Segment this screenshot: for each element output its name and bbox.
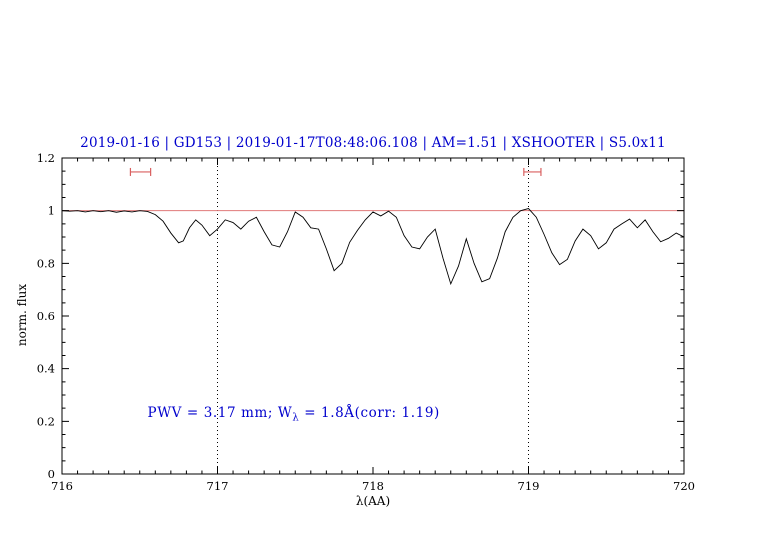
x-axis-label: λ(AA) [355,494,391,508]
major-ticks [61,157,685,475]
x-tick-label-719: 719 [518,479,540,493]
plot-title: 2019-01-16 | GD153 | 2019-01-17T08:48:06… [80,135,666,151]
y-tick-label-1.2: 1.2 [37,151,55,165]
pwv-annotation-lambda-subscript: λ [292,412,300,424]
pwv-annotation: PWV = 3.17 mm; Wλ = 1.8Å(corr: 1.19) [148,405,440,424]
y-tick-label-0.2: 0.2 [37,414,55,428]
y-tick-label-0.8: 0.8 [37,256,55,270]
y-tick-label-0.6: 0.6 [37,309,55,323]
spectrum-line [61,208,685,286]
minor-ticks [62,158,684,474]
y-axis-label: norm. flux [15,283,29,347]
y-tick-label-0: 0 [48,467,55,481]
x-tick-label-720: 720 [673,479,695,493]
x-tick-label-716: 716 [51,479,73,493]
y-tick-label-1: 1 [48,204,55,218]
x-tick-label-718: 718 [362,479,384,493]
pwv-annotation-suffix: = 1.8Å(corr: 1.19) [299,404,440,421]
plot-frame [61,157,685,475]
x-tick-label-717: 717 [207,479,229,493]
pwv-annotation-prefix: PWV = 3.17 mm; W [147,404,293,421]
y-tick-label-0.4: 0.4 [37,362,55,376]
